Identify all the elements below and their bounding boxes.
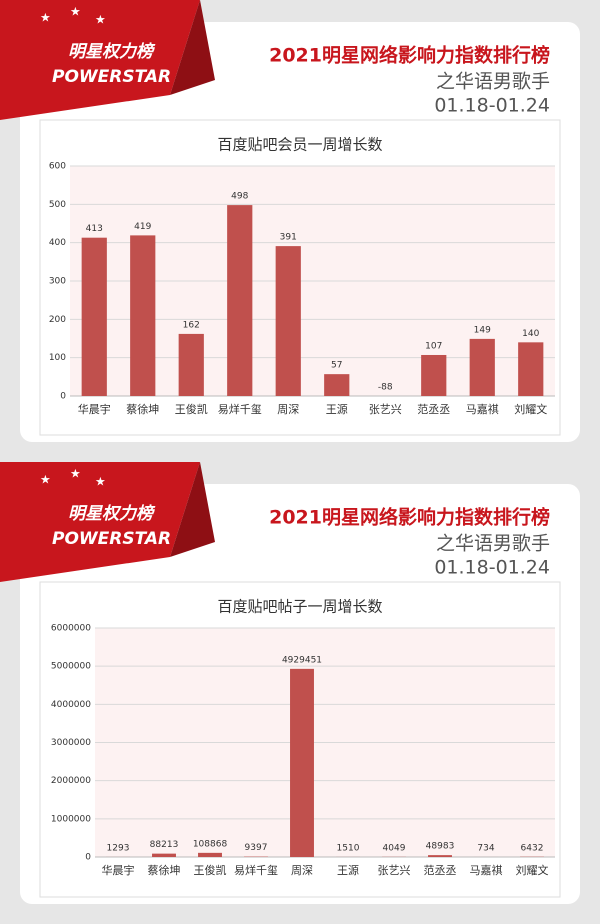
x-tick-label: 易烊千玺 [234, 863, 278, 877]
data-label: 413 [86, 224, 103, 234]
logo-star: ★ [70, 5, 81, 19]
data-label: 1510 [337, 843, 360, 853]
bar [198, 852, 222, 857]
x-tick-label: 蔡徐坤 [126, 402, 159, 416]
x-tick-label: 范丞丞 [424, 863, 457, 877]
x-tick-label: 马嘉祺 [470, 863, 503, 877]
header-subtitle: 之华语男歌手 [436, 71, 550, 93]
y-tick-label: 600 [49, 162, 66, 172]
y-tick-label: 200 [49, 315, 66, 325]
bar [178, 333, 204, 396]
x-tick-label: 周深 [277, 403, 299, 416]
logo-banner [0, 0, 200, 120]
data-label: 48983 [426, 842, 455, 852]
data-label: 140 [522, 329, 539, 339]
data-label: -88 [378, 383, 393, 393]
y-tick-label: 100 [49, 353, 66, 363]
data-label: 498 [231, 192, 248, 202]
y-tick-label: 0 [85, 853, 91, 863]
x-tick-label: 华晨宇 [102, 863, 135, 877]
bars [106, 668, 544, 857]
y-tick-label: 3000000 [51, 738, 91, 748]
x-tick-label: 刘耀文 [514, 402, 547, 416]
x-tick-label: 蔡徐坤 [148, 863, 181, 877]
logo-cn: 明星权力榜 [68, 42, 156, 62]
data-label: 1293 [107, 843, 130, 853]
data-label: 4049 [383, 843, 406, 853]
bar [421, 354, 447, 396]
data-label: 149 [474, 325, 491, 335]
y-tick-label: 5000000 [51, 662, 91, 672]
bar [428, 855, 452, 857]
bar [130, 235, 156, 396]
y-tick-label: 2000000 [51, 776, 91, 786]
y-tick-label: 0 [60, 392, 66, 402]
header-date: 01.18-01.24 [434, 95, 550, 117]
bar [152, 853, 176, 857]
data-label: 4929451 [282, 655, 322, 665]
chart-title: 百度贴吧帖子一周增长数 [217, 598, 382, 616]
logo-cn: 明星权力榜 [68, 504, 156, 524]
bar [81, 237, 107, 396]
x-tick-label: 周深 [291, 864, 313, 877]
y-tick-label: 1000000 [51, 814, 91, 824]
logo-shade [170, 0, 215, 95]
bar [469, 338, 495, 396]
logo-star: ★ [95, 475, 106, 489]
x-tick-label: 范丞丞 [417, 402, 450, 416]
data-label: 57 [331, 361, 342, 371]
bar [227, 205, 253, 396]
data-label: 419 [134, 222, 151, 232]
x-tick-label: 张艺兴 [378, 864, 411, 877]
y-tick-label: 6000000 [51, 624, 91, 634]
logo-star: ★ [40, 11, 51, 25]
logo-star: ★ [70, 467, 81, 481]
data-label: 734 [477, 843, 494, 853]
bars [81, 205, 544, 396]
data-label: 9397 [245, 843, 268, 853]
y-tick-label: 4000000 [51, 700, 91, 710]
x-tick-label: 王俊凯 [175, 402, 208, 416]
bar [275, 246, 301, 396]
header-title: 2021明星网络影响力指数排行榜 [269, 506, 550, 529]
bar [324, 374, 350, 396]
logo-en: POWERSTAR [52, 67, 171, 87]
x-tick-label: 易烊千玺 [218, 402, 262, 416]
x-tick-label: 王源 [326, 402, 348, 416]
header-title: 2021明星网络影响力指数排行榜 [269, 44, 550, 67]
bar [518, 342, 544, 396]
data-label: 88213 [150, 840, 179, 850]
logo-star: ★ [40, 473, 51, 487]
data-label: 162 [183, 320, 200, 330]
logo-star: ★ [95, 13, 106, 27]
data-label: 107 [425, 341, 442, 351]
x-tick-label: 王源 [337, 863, 359, 877]
chart-title: 百度贴吧会员一周增长数 [217, 136, 382, 154]
logo-en: POWERSTAR [52, 529, 171, 549]
bar [290, 668, 314, 857]
y-tick-label: 400 [49, 238, 66, 248]
x-tick-label: 张艺兴 [369, 403, 402, 416]
x-tick-label: 华晨宇 [78, 402, 111, 416]
header-subtitle: 之华语男歌手 [436, 533, 550, 555]
y-tick-label: 300 [49, 277, 66, 287]
y-tick-label: 500 [49, 200, 66, 210]
x-tick-label: 马嘉祺 [466, 402, 499, 416]
data-label: 6432 [521, 843, 544, 853]
logo-banner [0, 462, 200, 582]
header-date: 01.18-01.24 [434, 557, 550, 579]
x-tick-label: 刘耀文 [516, 863, 549, 877]
logo-shade [170, 462, 215, 557]
x-tick-label: 王俊凯 [194, 863, 227, 877]
data-label: 391 [280, 233, 297, 243]
data-label: 108868 [193, 839, 228, 849]
